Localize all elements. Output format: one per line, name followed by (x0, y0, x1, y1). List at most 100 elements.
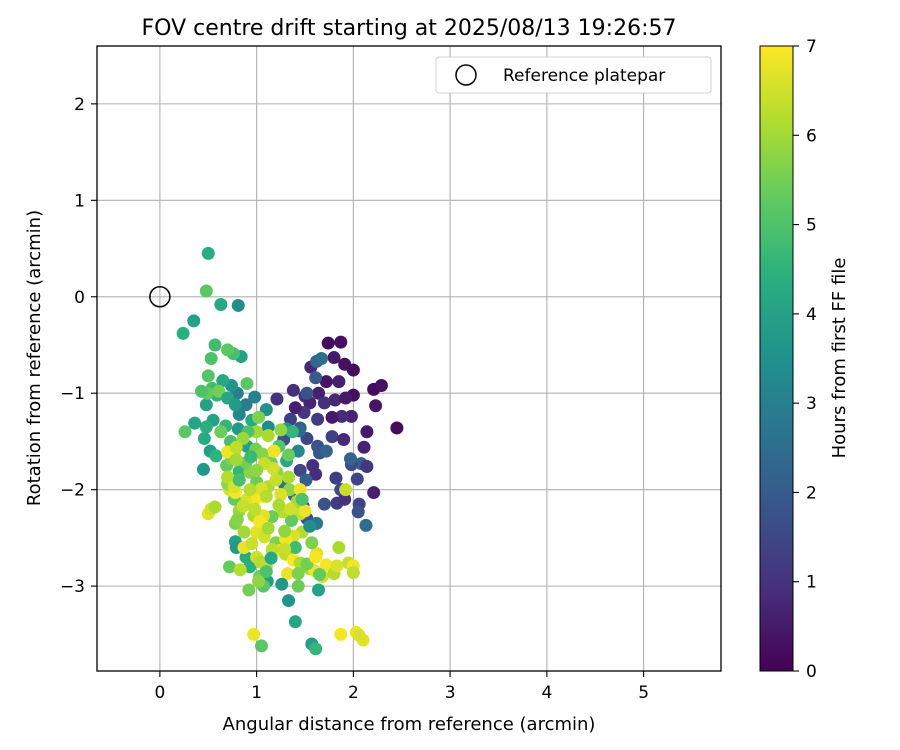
data-point (197, 432, 211, 446)
data-point (201, 369, 215, 383)
data-points (176, 246, 404, 656)
data-point (332, 375, 346, 389)
reference-platepar-marker (149, 286, 171, 308)
data-point (319, 444, 333, 458)
x-axis-label: Angular distance from reference (arcmin) (223, 714, 596, 735)
data-point (330, 559, 344, 573)
data-point (351, 505, 365, 519)
y-tick-label: 0 (74, 288, 85, 308)
data-point (282, 448, 296, 462)
data-point (252, 410, 266, 424)
data-point (275, 577, 289, 591)
data-point (199, 284, 213, 298)
data-point (269, 473, 283, 487)
data-point (261, 429, 275, 443)
legend-box (435, 56, 712, 94)
colorbar-label: Hours from first FF file (829, 258, 850, 459)
data-point (334, 627, 348, 641)
data-point (293, 483, 307, 497)
data-point (196, 462, 210, 476)
data-point (285, 425, 299, 439)
data-point (288, 615, 302, 629)
data-point (252, 574, 266, 588)
colorbar-tick-label: 6 (806, 126, 817, 146)
data-point (274, 423, 288, 437)
data-point (367, 486, 381, 500)
data-point (346, 566, 360, 580)
y-tick-label: 1 (74, 191, 85, 211)
data-point (261, 521, 275, 535)
data-point (288, 541, 302, 555)
data-point (229, 453, 243, 467)
data-point (317, 497, 331, 511)
data-point (298, 504, 312, 518)
data-point (240, 377, 254, 391)
data-point (344, 409, 358, 423)
data-point (339, 391, 353, 405)
data-point (360, 460, 374, 474)
data-point (239, 398, 253, 412)
colorbar-gradient (759, 45, 794, 672)
data-point (267, 444, 281, 458)
data-point (223, 560, 237, 574)
data-point (319, 375, 333, 389)
x-axis-ticks: 0 1 2 3 4 5 (154, 671, 649, 703)
data-point (232, 473, 246, 487)
data-point (319, 558, 333, 572)
chart-title: FOV centre drift starting at 2025/08/13 … (142, 16, 677, 41)
data-point (274, 487, 288, 501)
data-point (328, 393, 342, 407)
x-tick-label: 3 (445, 683, 456, 703)
data-point (325, 410, 339, 424)
data-point (208, 338, 222, 352)
data-point (369, 399, 383, 413)
data-point (312, 583, 326, 597)
data-point (321, 336, 335, 350)
data-point (335, 409, 349, 423)
legend-entry-label: Reference platepar (503, 66, 665, 86)
data-point (278, 524, 292, 538)
data-point (359, 518, 373, 532)
data-point (300, 386, 314, 400)
data-point (209, 449, 223, 463)
data-point (281, 567, 295, 581)
data-point (317, 396, 331, 410)
data-point (299, 473, 313, 487)
data-point (231, 298, 245, 312)
y-axis-label: Rotation from reference (arcmin) (24, 210, 45, 506)
data-point (237, 525, 251, 539)
data-point (250, 463, 264, 477)
data-point (291, 567, 305, 581)
data-point (357, 440, 371, 454)
data-point (242, 583, 256, 597)
data-point (259, 489, 273, 503)
data-point (313, 568, 327, 582)
data-point (309, 467, 323, 481)
data-point (343, 452, 357, 466)
x-tick-label: 5 (638, 683, 649, 703)
data-point (204, 352, 218, 365)
data-point (259, 565, 273, 579)
data-point (176, 326, 190, 340)
data-point (244, 450, 258, 464)
colorbar-tick-label: 2 (806, 483, 817, 503)
data-point (309, 550, 323, 564)
y-tick-label: −2 (60, 481, 85, 501)
colorbar-tick-label: 4 (806, 305, 817, 325)
colorbar-ticks: 0 1 2 3 4 5 6 7 (793, 37, 817, 682)
data-point (214, 425, 228, 439)
data-point (245, 537, 259, 551)
x-tick-label: 0 (154, 683, 165, 703)
data-point (303, 519, 317, 533)
data-point (228, 398, 242, 412)
data-point (236, 499, 250, 513)
data-point (214, 297, 228, 311)
data-point (248, 390, 262, 404)
data-point (248, 502, 262, 516)
data-point (187, 314, 201, 328)
colorbar-tick-label: 5 (806, 216, 817, 236)
data-point (291, 579, 305, 593)
x-tick-label: 2 (348, 683, 359, 703)
data-point (233, 563, 247, 577)
x-tick-label: 4 (541, 683, 552, 703)
